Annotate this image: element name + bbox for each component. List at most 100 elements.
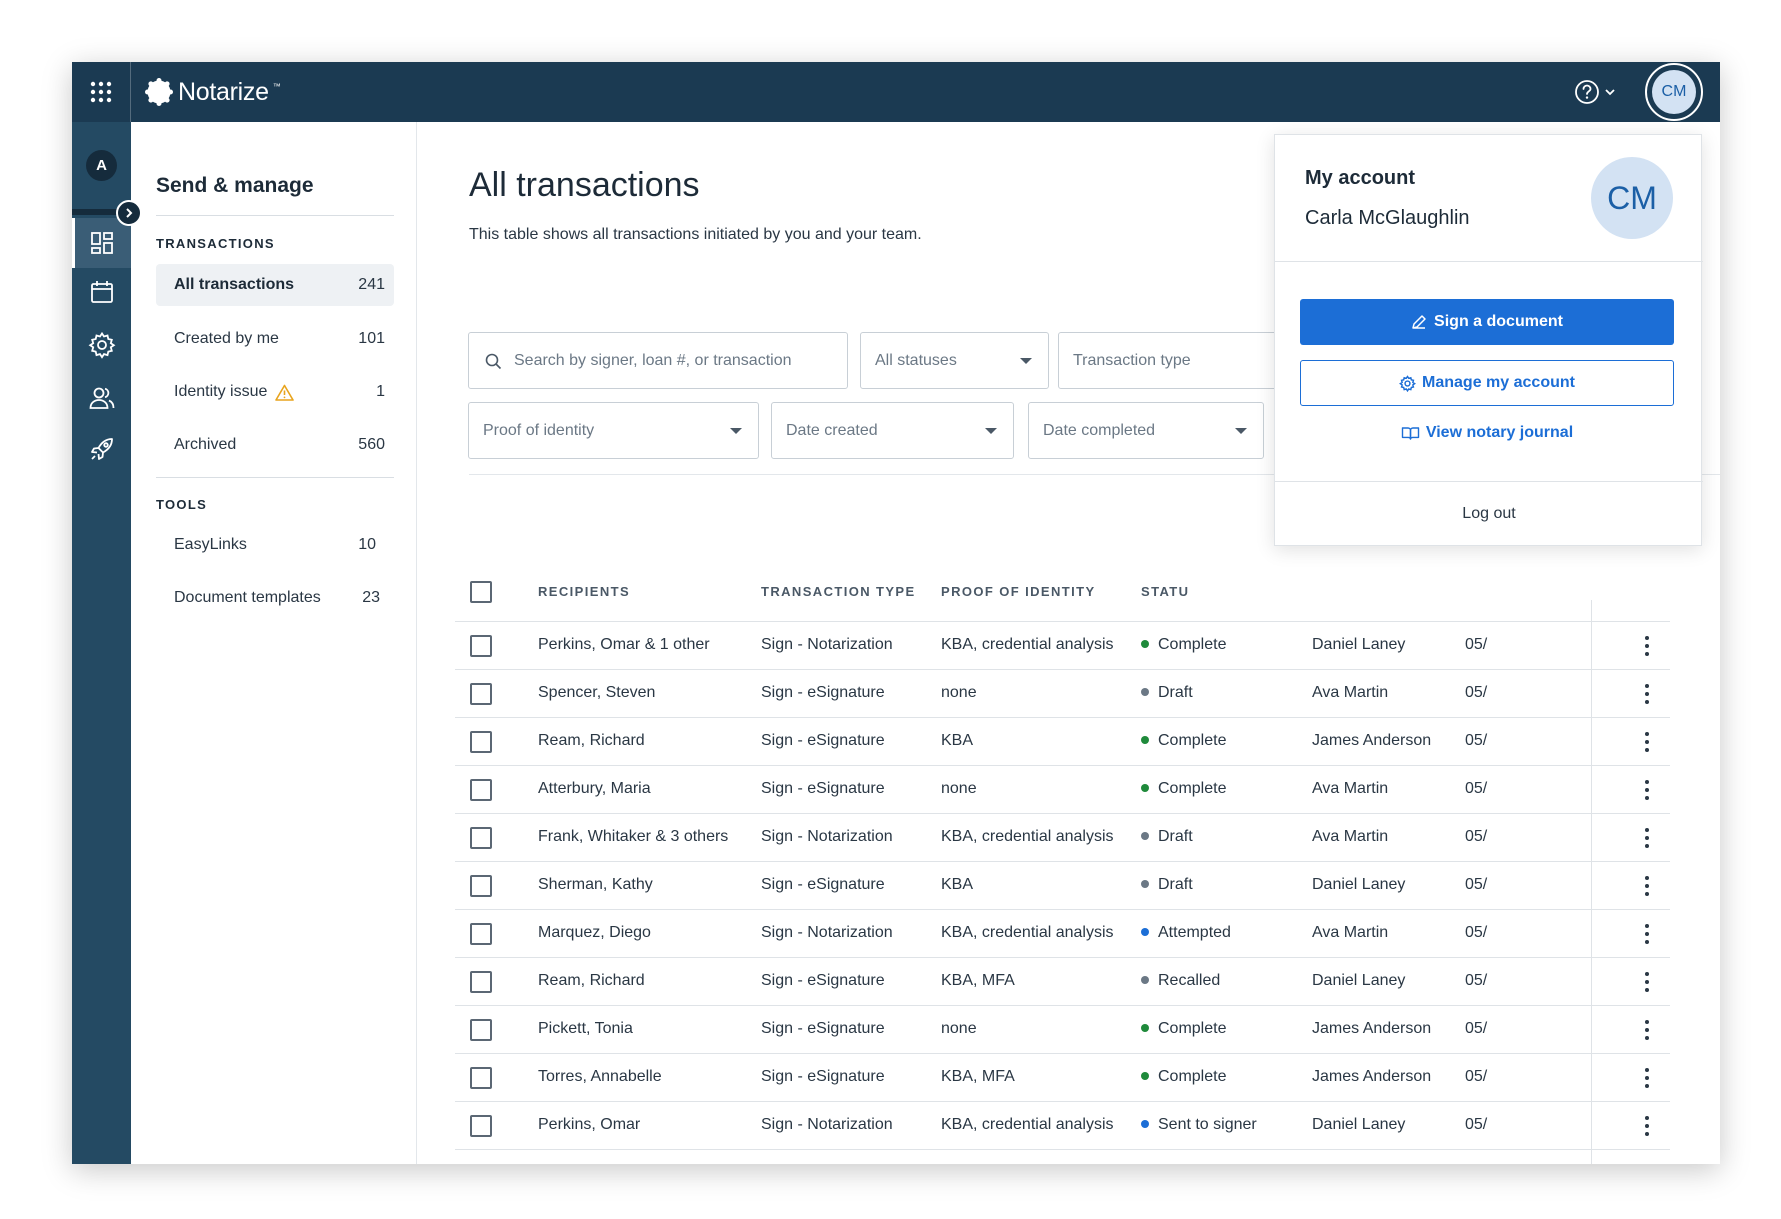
app-launcher-icon[interactable] [72, 62, 131, 122]
table-row[interactable]: Atterbury, Maria Sign - eSignature none Ava… [455, 766, 1670, 814]
row-checkbox[interactable] [470, 779, 492, 801]
date-completed-filter-select[interactable]: Date completed [1028, 402, 1264, 459]
sign-a-document-button[interactable]: Sign a document [1300, 299, 1674, 345]
sidebar-item-all-transactions[interactable]: All transactions 241 [156, 264, 394, 306]
sidebar-item-identity-issue[interactable]: Identity issue 1 [156, 371, 394, 413]
cell-transaction-type: Sign - eSignature [761, 972, 885, 989]
row-checkbox[interactable] [470, 1115, 492, 1137]
row-checkbox[interactable] [470, 827, 492, 849]
status-dot-icon [1141, 640, 1149, 648]
sidebar-item-document-templates[interactable]: Document templates 23 [156, 577, 394, 619]
column-header-transaction-type[interactable]: TRANSACTION TYPE [761, 584, 916, 599]
table-row[interactable]: Ream, Richard Sign - eSignature KBA, MFA Da… [455, 958, 1670, 1006]
column-header-proof-of-identity[interactable]: PROOF OF IDENTITY [941, 584, 1096, 599]
row-checkbox[interactable] [470, 731, 492, 753]
column-header-recipients[interactable]: RECIPIENTS [538, 584, 631, 599]
status-dot-icon [1141, 1120, 1149, 1128]
row-actions-kebab-icon[interactable] [1640, 1113, 1654, 1139]
proof-of-identity-filter-select[interactable]: Proof of identity [468, 402, 759, 459]
sidebar-item-archived[interactable]: Archived 560 [156, 424, 394, 466]
sidebar-divider [156, 215, 394, 216]
rail-item-calendar[interactable] [72, 267, 131, 317]
cell-status: Complete [1141, 1020, 1226, 1038]
account-avatar-button[interactable]: CM [1645, 63, 1703, 121]
cell-proof-of-identity: KBA, MFA [941, 1068, 1015, 1085]
table-row[interactable]: Spencer, Steven Sign - eSignature none Ava … [455, 670, 1670, 718]
cell-recipient: Perkins, Omar [538, 1116, 641, 1133]
row-actions-kebab-icon[interactable] [1640, 825, 1654, 851]
row-actions-kebab-icon[interactable] [1640, 921, 1654, 947]
date-created-filter-select[interactable]: Date created [771, 402, 1014, 459]
row-checkbox[interactable] [470, 875, 492, 897]
status-label: Complete [1158, 780, 1227, 797]
status-dot-icon [1141, 880, 1149, 888]
row-checkbox[interactable] [470, 1019, 492, 1041]
row-checkbox[interactable] [470, 971, 492, 993]
calendar-icon [90, 281, 113, 303]
status-label: Complete [1158, 1068, 1227, 1085]
organization-badge[interactable]: A [86, 150, 117, 181]
sidebar-item-label: Created by me [174, 330, 279, 347]
gear-icon [1399, 374, 1417, 392]
row-actions-kebab-icon[interactable] [1640, 681, 1654, 707]
rail-item-settings[interactable] [72, 320, 131, 370]
sidebar-item-created-by-me[interactable]: Created by me 101 [156, 318, 394, 360]
view-notary-journal-link[interactable]: View notary journal [1300, 413, 1674, 453]
rail-item-team[interactable] [72, 373, 131, 423]
table-row[interactable]: Sherman, Kathy Sign - eSignature KBA Daniel… [455, 862, 1670, 910]
row-checkbox[interactable] [470, 683, 492, 705]
rail-item-dashboard[interactable] [72, 218, 131, 268]
cell-status: Complete [1141, 636, 1226, 654]
table-row[interactable]: Ream, Richard Sign - eSignature KBA James A… [455, 718, 1670, 766]
row-checkbox[interactable] [470, 1067, 492, 1089]
status-filter-select[interactable]: All statuses [860, 332, 1049, 389]
table-row[interactable]: Frank, Whitaker & 3 others Sign - Notariz… [455, 814, 1670, 862]
row-actions-kebab-icon[interactable] [1640, 1017, 1654, 1043]
row-actions-kebab-icon[interactable] [1640, 633, 1654, 659]
manage-my-account-button[interactable]: Manage my account [1300, 360, 1674, 406]
cell-date: 05/ [1465, 1116, 1488, 1133]
caret-down-icon [1020, 358, 1032, 364]
table-row[interactable]: Perkins, Omar Sign - Notarization KBA, cre… [455, 1102, 1670, 1150]
row-checkbox[interactable] [470, 923, 492, 945]
sidebar-item-label: All transactions [174, 276, 295, 293]
status-label: Attempted [1158, 924, 1231, 941]
select-all-checkbox[interactable] [470, 581, 492, 603]
cell-status: Complete [1141, 732, 1226, 750]
log-out-button[interactable]: Log out [1462, 505, 1516, 522]
cell-date: 05/ [1465, 876, 1488, 893]
row-actions-kebab-icon[interactable] [1640, 1065, 1654, 1091]
table-row[interactable]: Torres, Annabelle Sign - eSignature KBA, M… [455, 1054, 1670, 1102]
cell-recipient: Atterbury, Maria [538, 780, 651, 797]
rail-item-launch[interactable] [72, 424, 131, 474]
caret-down-icon [1235, 428, 1247, 434]
search-input[interactable]: Search by signer, loan #, or transaction [468, 332, 848, 389]
column-divider [1591, 600, 1592, 1164]
seal-icon [145, 78, 173, 106]
cell-owner: James Anderson [1312, 732, 1432, 749]
sidebar-item-count: 23 [362, 589, 380, 606]
row-actions-kebab-icon[interactable] [1640, 777, 1654, 803]
rocket-icon [90, 438, 113, 460]
row-actions-kebab-icon[interactable] [1640, 873, 1654, 899]
table-row[interactable]: Marquez, Diego Sign - Notarization KBA, cr… [455, 910, 1670, 958]
table-row[interactable]: Pickett, Tonia Sign - eSignature none James… [455, 1006, 1670, 1054]
row-actions-kebab-icon[interactable] [1640, 729, 1654, 755]
transaction-type-filter-select[interactable]: Transaction type [1058, 332, 1288, 389]
account-menu-title: My account [1305, 167, 1416, 189]
notarize-logo[interactable]: Notarize ™ [144, 62, 281, 122]
sidebar-item-easylinks[interactable]: EasyLinks 10 [156, 524, 394, 566]
row-checkbox[interactable] [470, 635, 492, 657]
help-menu-button[interactable] [1574, 76, 1616, 108]
row-actions-kebab-icon[interactable] [1640, 969, 1654, 995]
table-row[interactable]: Perkins, Omar & 1 other Sign - Notarizati… [455, 622, 1670, 670]
status-label: Draft [1158, 876, 1193, 893]
account-user-name: Carla McGlaughlin [1305, 207, 1470, 229]
avatar: CM [1591, 157, 1673, 239]
expand-sidebar-button[interactable] [116, 200, 142, 226]
gear-icon [88, 331, 115, 359]
date-created-filter-value: Date created [786, 422, 878, 439]
column-header-status[interactable]: STATU [1141, 584, 1190, 599]
sidebar-item-count: 241 [358, 276, 385, 293]
status-label: Sent to signer [1158, 1116, 1257, 1133]
